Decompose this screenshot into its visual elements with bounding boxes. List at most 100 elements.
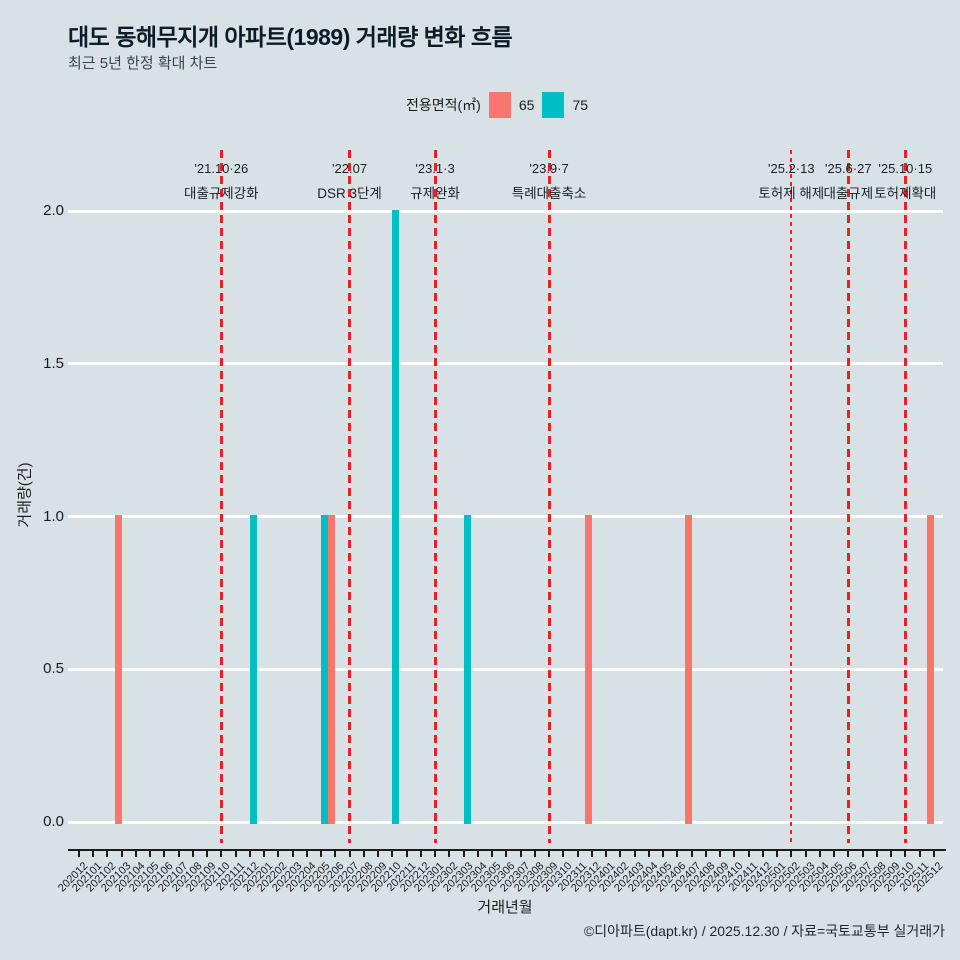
legend-title: 전용면적(㎡) <box>406 97 481 113</box>
legend-item-65-label: 65 <box>518 97 535 113</box>
x-tick <box>932 851 935 857</box>
event-line-202309 <box>547 150 551 843</box>
event-date: '23.9·7 <box>529 161 569 176</box>
x-tick <box>377 851 380 857</box>
x-tick <box>348 851 351 857</box>
x-tick <box>833 851 836 857</box>
bar-75-202112 <box>249 515 257 824</box>
x-tick <box>320 851 323 857</box>
page-subtitle: 최근 5년 한정 확대 차트 <box>68 55 218 72</box>
x-tick <box>263 851 266 857</box>
event-date: '25.6·27 <box>825 161 872 176</box>
event-date: '23.1·3 <box>415 161 455 176</box>
gridline-0.5 <box>68 667 943 671</box>
x-tick <box>476 851 479 857</box>
event-label: 토허제확대 <box>874 186 937 201</box>
x-tick <box>704 851 707 857</box>
event-label: 특례대출축소 <box>511 186 587 201</box>
bar-75-202205 <box>321 515 329 824</box>
page-title: 대도 동해무지개 아파트(1989) 거래량 변화 흐름 <box>68 24 513 50</box>
x-axis-title: 거래년월 <box>477 899 533 916</box>
x-tick <box>362 851 365 857</box>
event-label: DSR 3단계 <box>317 186 382 201</box>
legend: 전용면적(㎡) 65 75 <box>406 91 588 119</box>
gridline-1.5 <box>68 362 943 366</box>
x-tick <box>206 851 209 857</box>
x-tick <box>890 851 893 857</box>
bar-65-202512 <box>926 515 934 824</box>
x-tick <box>134 851 137 857</box>
event-line-202207 <box>348 150 352 843</box>
bar-75-202303 <box>463 515 471 824</box>
event-line-202301 <box>433 150 437 843</box>
footer-credit: ©디아파트(dapt.kr) / 2025.12.30 / 자료=국토교통부 실… <box>583 923 945 939</box>
x-tick <box>619 851 622 857</box>
x-tick <box>662 851 665 857</box>
y-tick-label: 2.0 <box>43 202 64 219</box>
event-line-202510 <box>903 150 907 843</box>
x-tick <box>163 851 166 857</box>
x-tick <box>220 851 223 857</box>
bar-65-202312 <box>584 515 592 824</box>
x-tick <box>248 851 251 857</box>
x-axis-line <box>68 849 946 851</box>
event-date: '21.10·26 <box>194 161 249 176</box>
y-tick-label: 0.5 <box>43 660 64 678</box>
x-tick <box>690 851 693 857</box>
x-tick <box>676 851 679 857</box>
x-tick <box>562 851 565 857</box>
x-tick <box>590 851 593 857</box>
event-line-202502 <box>790 150 793 843</box>
x-tick <box>875 851 878 857</box>
event-date: '22.07 <box>332 161 368 176</box>
x-tick <box>77 851 80 857</box>
bar-65-202206 <box>328 515 336 824</box>
x-tick <box>847 851 850 857</box>
x-tick <box>733 851 736 857</box>
x-tick <box>462 851 465 857</box>
x-tick <box>305 851 308 857</box>
x-tick <box>434 851 437 857</box>
legend-item-75-label: 75 <box>572 97 589 113</box>
legend-swatch-65 <box>488 92 511 118</box>
x-tick <box>334 851 337 857</box>
event-date: '25.2·13 <box>768 161 815 176</box>
bar-75-202210 <box>392 209 400 824</box>
x-tick <box>633 851 636 857</box>
x-tick <box>92 851 95 857</box>
x-tick <box>548 851 551 857</box>
gridline-2.0 <box>68 209 943 213</box>
x-tick <box>177 851 180 857</box>
event-label: 대출규제 <box>823 186 874 201</box>
bar-65-202407 <box>684 515 692 824</box>
x-tick <box>533 851 536 857</box>
x-tick <box>491 851 494 857</box>
bar-65-202103 <box>114 515 122 824</box>
x-tick <box>106 851 109 857</box>
x-tick <box>405 851 408 857</box>
x-tick <box>448 851 451 857</box>
x-tick <box>519 851 522 857</box>
x-tick <box>818 851 821 857</box>
gridline-0.0 <box>68 820 943 824</box>
x-tick <box>391 851 394 857</box>
event-label: 토허제 해제 <box>758 186 825 201</box>
x-tick <box>790 851 793 857</box>
x-tick <box>277 851 280 857</box>
x-tick <box>719 851 722 857</box>
event-date: '25.10·15 <box>878 161 933 176</box>
x-tick <box>419 851 422 857</box>
x-tick <box>804 851 807 857</box>
x-tick <box>904 851 907 857</box>
x-tick <box>918 851 921 857</box>
x-tick <box>747 851 750 857</box>
x-tick <box>191 851 194 857</box>
event-label: 대출규제강화 <box>184 186 259 201</box>
x-tick <box>861 851 864 857</box>
y-tick-label: 0.0 <box>43 813 64 830</box>
gridline-1.0 <box>68 515 943 518</box>
event-label: 규제완화 <box>410 186 460 201</box>
x-tick <box>761 851 764 857</box>
